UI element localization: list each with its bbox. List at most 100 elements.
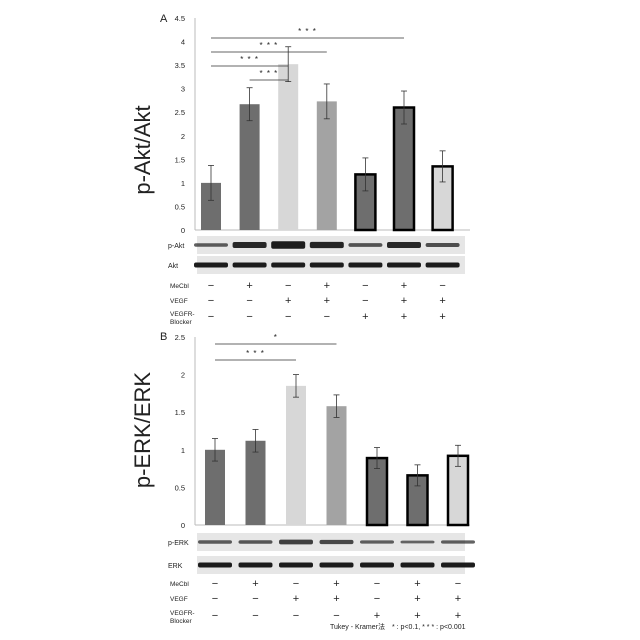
significance-stars: *: [274, 333, 278, 342]
treatment-sign: +: [414, 610, 420, 622]
blot-label: ERK: [168, 563, 183, 570]
blot-band: [198, 563, 232, 568]
significance-stars: * * *: [260, 69, 279, 78]
y-tick-label: 0.5: [175, 483, 185, 492]
blot-band: [271, 241, 305, 248]
treatment-sign: −: [246, 311, 252, 323]
treatment-sign: −: [285, 280, 291, 292]
blot-label: Akt: [168, 263, 178, 270]
treatment-sign: +: [293, 593, 299, 605]
treatment-sign: +: [324, 295, 330, 307]
blot-band: [348, 243, 382, 247]
y-axis-label: p-ERK/ERK: [130, 372, 155, 488]
treatment-sign: −: [212, 578, 218, 590]
y-tick-label: 0: [181, 521, 185, 530]
blot-band: [426, 243, 460, 247]
treatment-label: VEGF: [170, 596, 188, 603]
blot-band: [279, 563, 313, 568]
blot-band: [194, 243, 228, 246]
treatment-label: VEGFR-: [170, 311, 195, 318]
y-tick-label: 3: [181, 85, 185, 94]
treatment-sign: +: [455, 593, 461, 605]
treatment-sign: +: [414, 593, 420, 605]
y-tick-label: 4: [181, 38, 185, 47]
blot-band: [310, 263, 344, 268]
treatment-sign: +: [285, 295, 291, 307]
significance-stars: * * *: [298, 27, 317, 36]
treatment-sign: −: [293, 610, 299, 622]
treatment-sign: −: [455, 578, 461, 590]
bar: [278, 64, 298, 230]
blot-band: [360, 540, 394, 543]
treatment-sign: +: [252, 578, 258, 590]
treatment-label: Blocker: [170, 319, 193, 326]
footnote: Tukey - Kramer法 * : p<0.1, * * * : p<0.0…: [330, 622, 466, 631]
blot-band: [279, 540, 313, 545]
treatment-sign: −: [362, 295, 368, 307]
treatment-sign: +: [333, 578, 339, 590]
y-tick-label: 4.5: [175, 14, 185, 23]
treatment-label: VEGFR-: [170, 610, 195, 617]
treatment-sign: +: [455, 610, 461, 622]
treatment-sign: +: [362, 311, 368, 323]
treatment-sign: −: [208, 295, 214, 307]
blot-band: [271, 263, 305, 268]
panel-label: B: [160, 331, 167, 343]
blot-band: [239, 540, 273, 544]
blot-band: [441, 563, 475, 568]
y-tick-label: 1.5: [175, 155, 185, 164]
panel-b-chart: Bp-ERK/ERK00.511.522.5* * **p-ERKERKMeCb…: [130, 331, 475, 625]
treatment-label: VEGF: [170, 298, 188, 305]
significance-stars: * * *: [246, 349, 265, 358]
y-tick-label: 2.5: [175, 333, 185, 342]
blot-band: [360, 563, 394, 568]
treatment-sign: −: [285, 311, 291, 323]
blot-band: [239, 563, 273, 568]
treatment-sign: +: [324, 280, 330, 292]
treatment-label: MeCbl: [170, 283, 189, 290]
y-tick-label: 2.5: [175, 108, 185, 117]
treatment-sign: +: [401, 311, 407, 323]
bar: [240, 104, 260, 230]
bar: [394, 108, 414, 230]
y-tick-label: 1: [181, 446, 185, 455]
y-tick-label: 2: [181, 132, 185, 141]
blot-band: [310, 242, 344, 248]
treatment-sign: −: [374, 593, 380, 605]
bar: [327, 406, 347, 525]
significance-stars: * * *: [240, 55, 259, 64]
bar: [286, 386, 306, 525]
treatment-sign: −: [324, 311, 330, 323]
treatment-sign: −: [246, 295, 252, 307]
treatment-sign: −: [252, 610, 258, 622]
blot-band: [233, 242, 267, 248]
treatment-sign: −: [208, 311, 214, 323]
treatment-label: MeCbl: [170, 581, 189, 588]
bar: [246, 441, 266, 525]
panel-label: A: [160, 13, 168, 25]
treatment-sign: −: [212, 593, 218, 605]
significance-stars: * * *: [260, 41, 279, 50]
treatment-sign: +: [401, 280, 407, 292]
blot-band: [426, 263, 460, 268]
blot-band: [233, 263, 267, 268]
treatment-sign: −: [439, 280, 445, 292]
blot-band: [387, 242, 421, 248]
y-axis-label: p-Akt/Akt: [130, 105, 155, 194]
treatment-sign: −: [252, 593, 258, 605]
y-tick-label: 3.5: [175, 61, 185, 70]
treatment-sign: +: [374, 610, 380, 622]
treatment-sign: +: [401, 295, 407, 307]
treatment-sign: +: [439, 311, 445, 323]
treatment-sign: +: [333, 593, 339, 605]
y-tick-label: 1: [181, 179, 185, 188]
treatment-sign: +: [414, 578, 420, 590]
treatment-sign: −: [293, 578, 299, 590]
treatment-label: Blocker: [170, 618, 193, 625]
y-tick-label: 0.5: [175, 202, 185, 211]
blot-band: [320, 540, 354, 544]
y-tick-label: 0: [181, 226, 185, 235]
blot-label: p-ERK: [168, 540, 189, 547]
blot-band: [441, 540, 475, 543]
